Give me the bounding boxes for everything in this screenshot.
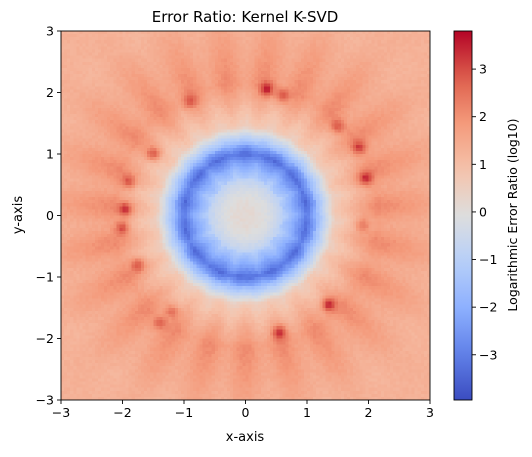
x-tick-label: −1 xyxy=(175,405,193,420)
x-tick-label: 2 xyxy=(365,405,373,420)
y-tick-label: 0 xyxy=(46,208,54,223)
y-tick-label: −2 xyxy=(36,331,54,346)
y-tick-label: −3 xyxy=(36,393,54,408)
colorbar-tick-label: −1 xyxy=(479,252,497,267)
y-tick-label: 3 xyxy=(46,24,54,39)
x-tick-label: 3 xyxy=(426,405,434,420)
colorbar-tick-label: −3 xyxy=(479,347,497,362)
colorbar-tick-label: 2 xyxy=(479,109,487,124)
x-tick-label: −3 xyxy=(52,405,70,420)
x-axis-ticks: −3 −2 −1 0 1 2 3 xyxy=(52,400,434,420)
x-tick-label: −2 xyxy=(113,405,131,420)
colorbar-tick-label: 0 xyxy=(479,204,487,219)
y-tick-label: 2 xyxy=(46,85,54,100)
colorbar-tick-label: 3 xyxy=(479,62,487,77)
colorbar-ticks: −3 −2 −1 0 1 2 3 xyxy=(472,62,497,362)
heatmap-image xyxy=(61,31,430,400)
colorbar-tick-label: −2 xyxy=(479,300,497,315)
y-tick-label: −1 xyxy=(36,270,54,285)
x-axis-label: x-axis xyxy=(226,430,265,445)
colorbar-tick-label: 1 xyxy=(479,157,487,172)
colorbar xyxy=(453,30,473,401)
x-tick-label: 0 xyxy=(242,405,250,420)
y-axis-ticks: −3 −2 −1 0 1 2 3 xyxy=(36,24,61,408)
y-axis-label: y-axis xyxy=(11,196,26,234)
colorbar-label: Logarithmic Error Ratio (log10) xyxy=(505,118,520,311)
chart-title: Error Ratio: Kernel K-SVD xyxy=(152,8,339,26)
x-tick-label: 1 xyxy=(303,405,311,420)
y-tick-label: 1 xyxy=(46,147,54,162)
